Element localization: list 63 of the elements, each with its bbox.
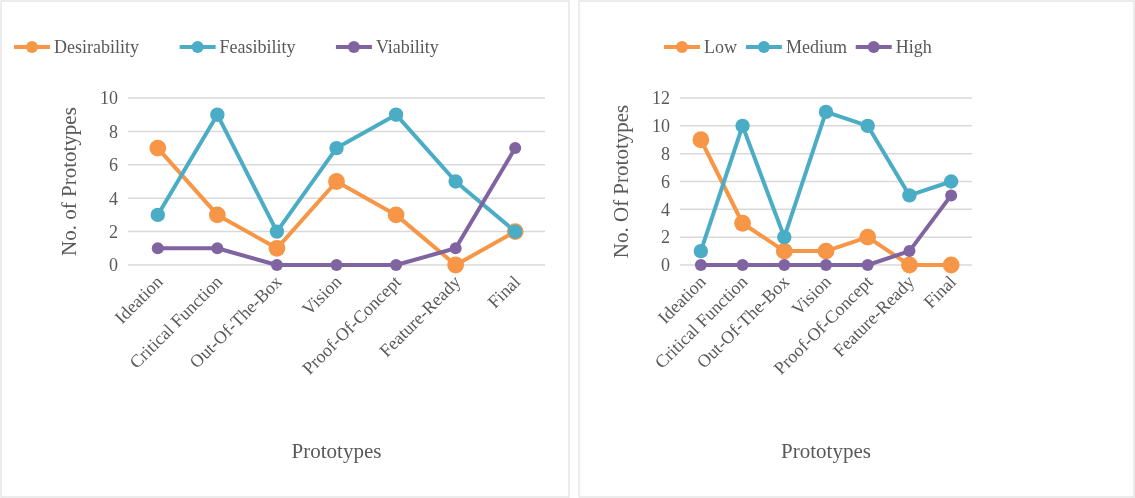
- point: [818, 104, 834, 120]
- x-axis-title: Prototypes: [781, 439, 871, 463]
- y-tick-label: 6: [661, 171, 670, 192]
- point: [859, 228, 877, 246]
- point: [447, 256, 465, 274]
- legend-label: Medium: [785, 37, 847, 57]
- legend-label: High: [895, 37, 932, 57]
- point: [777, 229, 792, 245]
- legend-label: Feasibility: [219, 37, 296, 57]
- y-axis-title: No. of Prototypes: [57, 107, 81, 256]
- point: [388, 107, 404, 122]
- point: [268, 239, 286, 257]
- point: [387, 206, 405, 224]
- point: [902, 188, 917, 203]
- point: [208, 206, 226, 224]
- y-tick-label: 6: [109, 155, 118, 176]
- x-axis-title: Prototypes: [291, 439, 382, 463]
- point: [694, 259, 707, 271]
- point: [817, 242, 835, 260]
- point: [390, 259, 403, 271]
- point: [943, 174, 959, 189]
- y-tick-label: 10: [100, 88, 118, 109]
- point: [903, 245, 916, 258]
- point: [149, 139, 167, 157]
- point: [693, 243, 709, 259]
- y-tick-label: 0: [109, 255, 118, 276]
- y-tick-label: 4: [661, 199, 670, 220]
- point: [778, 259, 791, 271]
- y-tick-label: 2: [661, 227, 670, 248]
- y-tick-label: 4: [109, 188, 118, 209]
- y-tick-label: 12: [652, 88, 670, 109]
- point: [820, 259, 832, 271]
- point: [328, 173, 345, 190]
- y-tick-label: 10: [652, 116, 670, 137]
- y-axis-title: No. Of Prototypes: [609, 104, 633, 259]
- y-tick-label: 8: [661, 143, 670, 164]
- point: [449, 242, 462, 255]
- y-tick-label: 2: [109, 221, 118, 242]
- point: [151, 242, 164, 255]
- point: [211, 242, 224, 255]
- point: [736, 259, 749, 271]
- y-tick-label: 0: [661, 255, 670, 276]
- point: [448, 174, 463, 189]
- point: [270, 259, 283, 271]
- point: [734, 214, 751, 232]
- point: [269, 224, 285, 239]
- point: [860, 118, 875, 134]
- point: [150, 207, 165, 223]
- point: [735, 118, 750, 134]
- legend-label: Desirability: [54, 37, 139, 57]
- point: [901, 256, 918, 274]
- point: [945, 189, 958, 202]
- point: [942, 256, 960, 274]
- y-tick-label: 8: [109, 121, 118, 142]
- point: [330, 259, 343, 271]
- point: [775, 242, 793, 260]
- point: [329, 140, 344, 156]
- point: [861, 259, 874, 271]
- point: [509, 142, 522, 155]
- point: [210, 107, 225, 122]
- legend-label: Low: [704, 37, 737, 57]
- point: [692, 131, 710, 149]
- legend-label: Viability: [375, 37, 439, 57]
